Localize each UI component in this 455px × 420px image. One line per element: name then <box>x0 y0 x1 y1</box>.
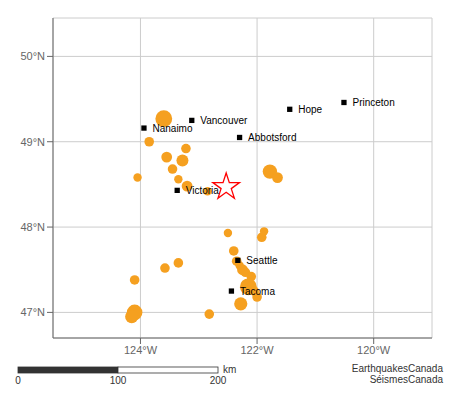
svg-text:47°N: 47°N <box>20 306 45 318</box>
svg-text:200: 200 <box>210 375 227 386</box>
svg-text:0: 0 <box>15 375 21 386</box>
svg-text:Nanaimo: Nanaimo <box>152 123 192 134</box>
svg-text:Victoria: Victoria <box>186 185 220 196</box>
svg-text:Tacoma: Tacoma <box>240 286 275 297</box>
svg-text:120°W: 120°W <box>357 344 391 356</box>
svg-text:Princeton: Princeton <box>352 97 394 108</box>
svg-text:124°W: 124°W <box>124 344 158 356</box>
svg-text:Hope: Hope <box>298 104 322 115</box>
svg-text:49°N: 49°N <box>20 136 45 148</box>
svg-text:122°W: 122°W <box>241 344 275 356</box>
svg-text:48°N: 48°N <box>20 221 45 233</box>
svg-text:100: 100 <box>110 375 127 386</box>
svg-text:Abbotsford: Abbotsford <box>248 132 296 143</box>
svg-text:Seattle: Seattle <box>246 255 278 266</box>
svg-text:50°N: 50°N <box>20 50 45 62</box>
html-text:EarthquakesCanada SéismesCanad: EarthquakesCanada SéismesCanada <box>351 363 443 385</box>
svg-text:Vancouver: Vancouver <box>200 115 248 126</box>
svg-text:km: km <box>223 364 236 375</box>
